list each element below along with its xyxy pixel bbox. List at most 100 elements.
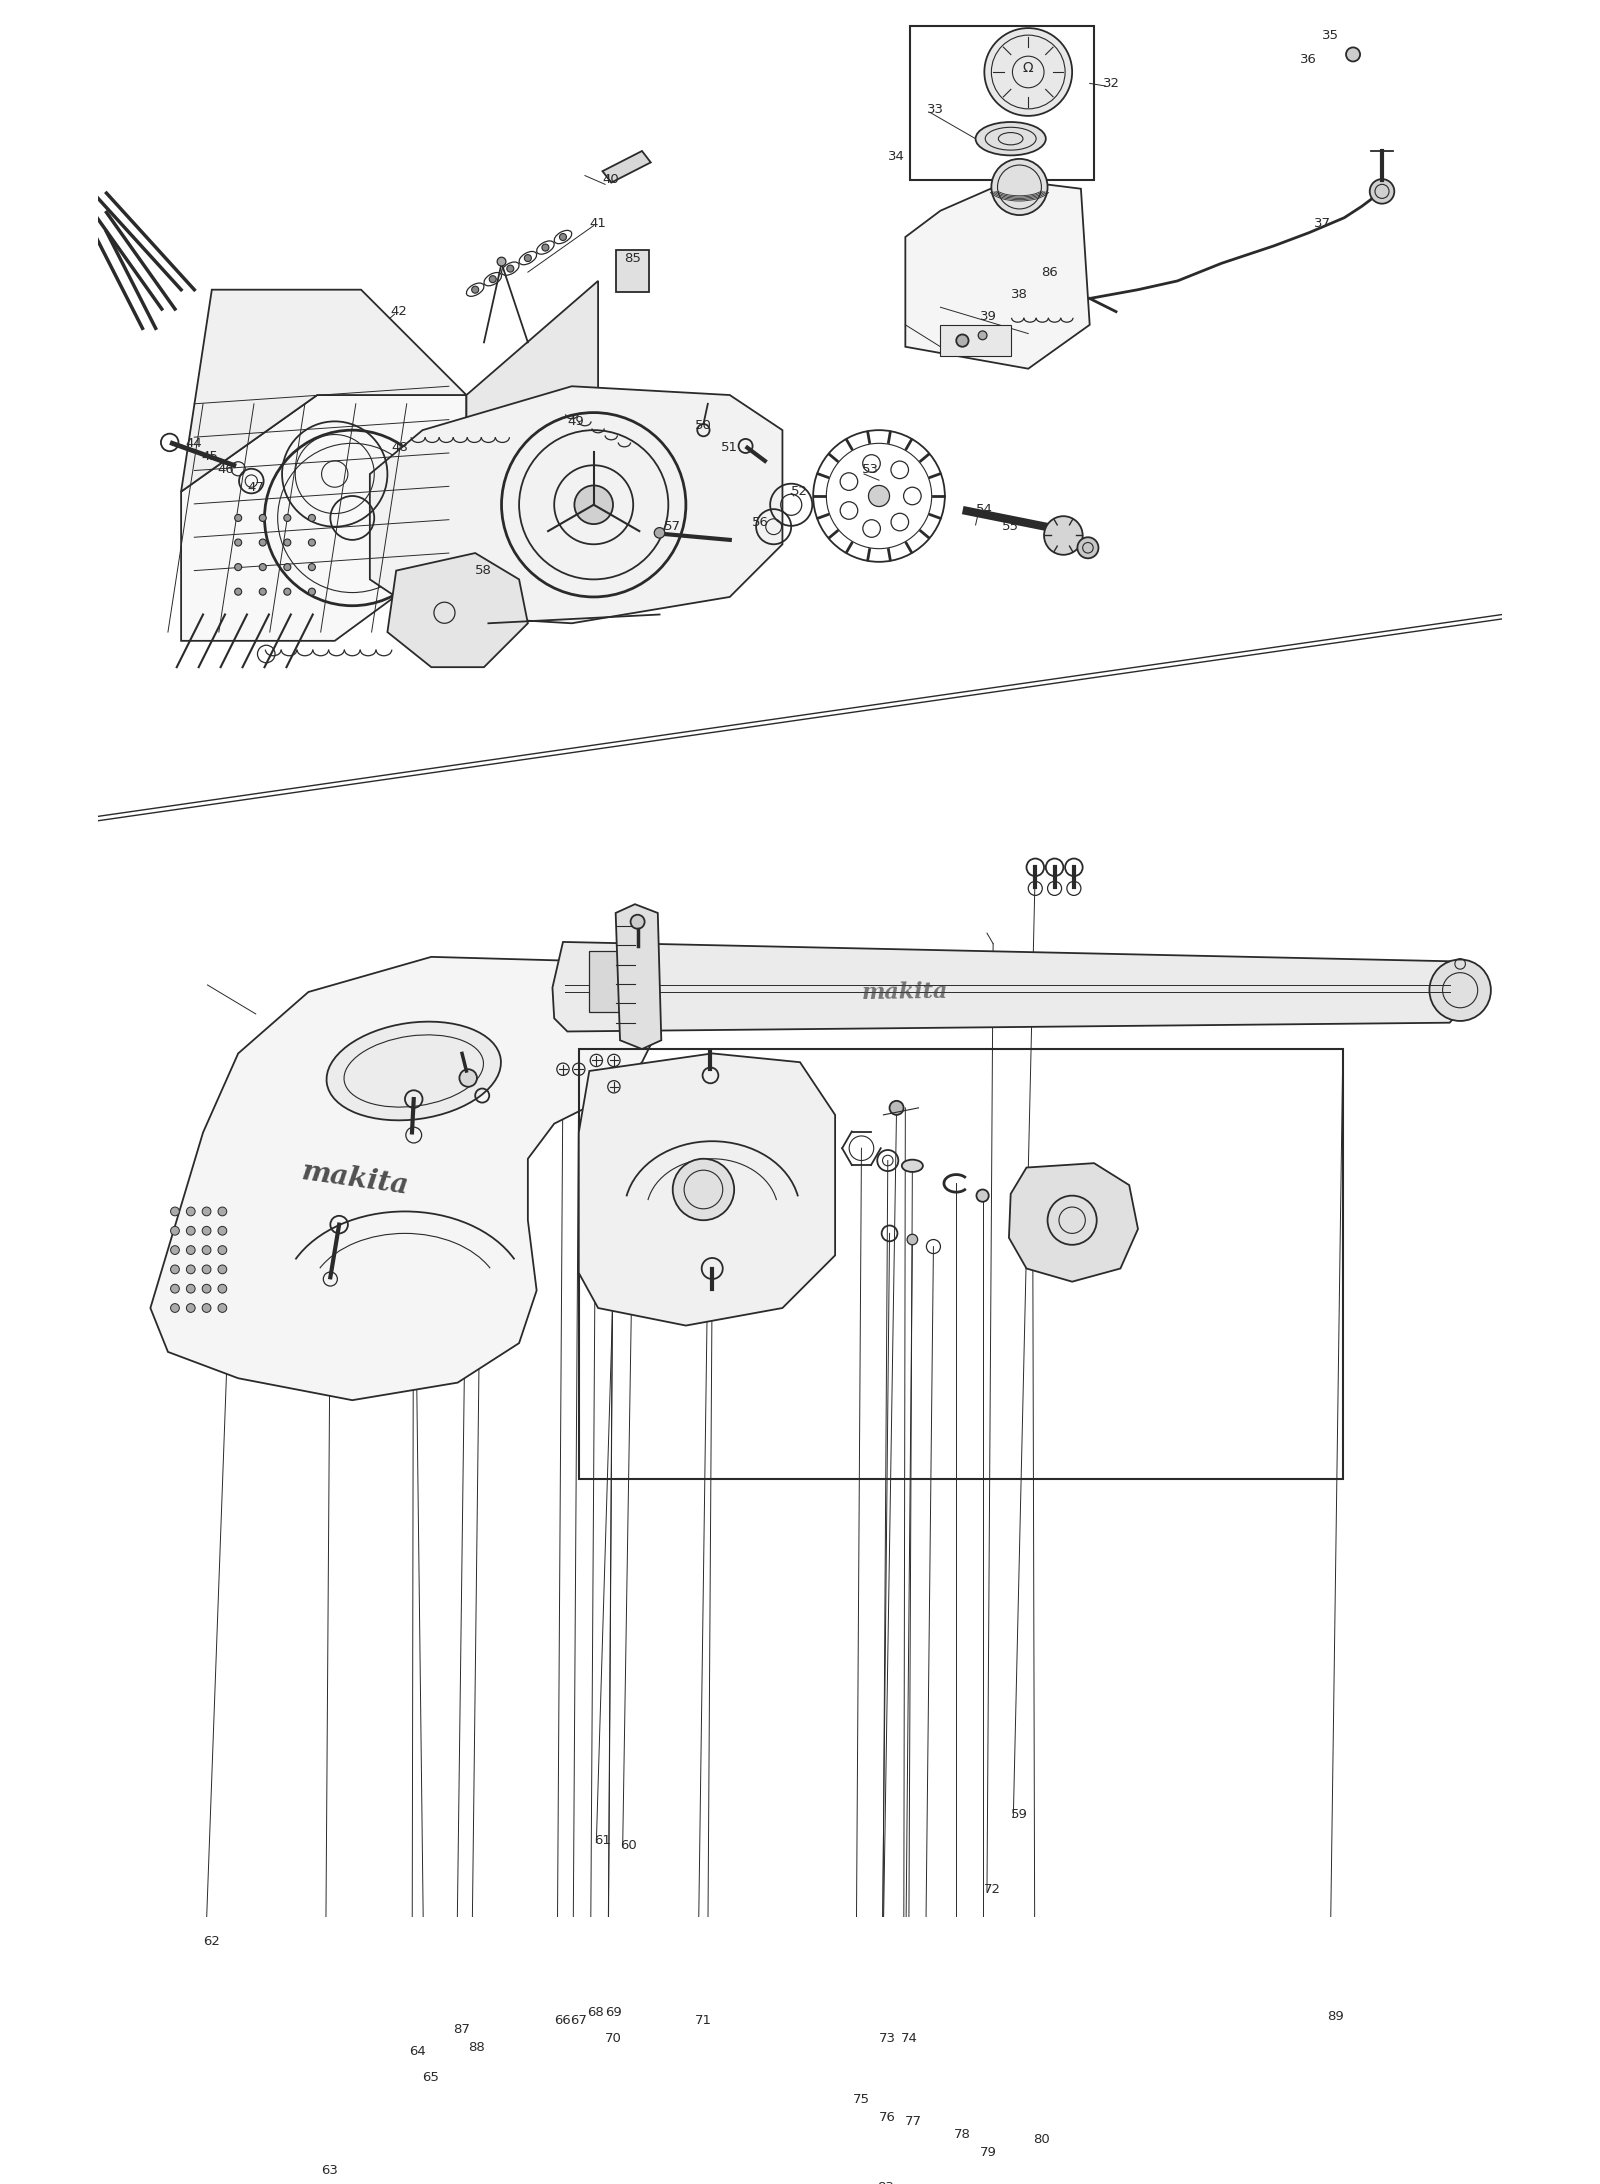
- Text: 50: 50: [694, 419, 712, 432]
- Text: 53: 53: [861, 463, 878, 476]
- Circle shape: [309, 515, 315, 522]
- Text: 58: 58: [475, 563, 493, 577]
- Text: 77: 77: [906, 2116, 922, 2127]
- Text: 80: 80: [1032, 2134, 1050, 2147]
- Polygon shape: [387, 553, 528, 666]
- Circle shape: [984, 28, 1072, 116]
- Circle shape: [869, 485, 890, 507]
- Polygon shape: [181, 395, 467, 640]
- Polygon shape: [467, 282, 598, 544]
- Circle shape: [186, 1245, 195, 1254]
- Text: 59: 59: [1011, 1808, 1027, 1821]
- Text: 60: 60: [621, 1839, 637, 1852]
- Text: 67: 67: [570, 2014, 587, 2027]
- Circle shape: [218, 1265, 227, 1273]
- Circle shape: [202, 1245, 211, 1254]
- Circle shape: [630, 915, 645, 928]
- Circle shape: [574, 485, 613, 524]
- Text: 66: 66: [554, 2014, 571, 2027]
- Text: 61: 61: [594, 1835, 611, 1848]
- Text: 62: 62: [203, 1935, 219, 1948]
- Circle shape: [171, 1304, 179, 1313]
- Polygon shape: [603, 151, 651, 183]
- Polygon shape: [579, 1053, 835, 1326]
- Text: 76: 76: [878, 2112, 896, 2123]
- Bar: [589, 950, 634, 1011]
- Circle shape: [171, 1245, 179, 1254]
- Text: 75: 75: [853, 2092, 870, 2105]
- Text: 72: 72: [984, 1883, 1002, 1896]
- Circle shape: [542, 245, 549, 251]
- Text: 32: 32: [1102, 76, 1120, 90]
- Text: 36: 36: [1301, 52, 1317, 66]
- Circle shape: [283, 539, 291, 546]
- Circle shape: [186, 1265, 195, 1273]
- Polygon shape: [906, 179, 1090, 369]
- Ellipse shape: [326, 1022, 501, 1120]
- Polygon shape: [181, 290, 467, 491]
- Circle shape: [235, 515, 242, 522]
- Circle shape: [1045, 515, 1083, 555]
- Circle shape: [472, 286, 478, 293]
- Circle shape: [218, 1284, 227, 1293]
- Text: Ω: Ω: [1022, 61, 1034, 76]
- Circle shape: [218, 1227, 227, 1236]
- Circle shape: [992, 159, 1048, 214]
- Text: 78: 78: [954, 2129, 971, 2143]
- Circle shape: [978, 332, 987, 341]
- Circle shape: [560, 234, 566, 240]
- Circle shape: [957, 334, 968, 347]
- Text: 46: 46: [218, 463, 234, 476]
- Text: 47: 47: [246, 480, 264, 494]
- Circle shape: [1429, 959, 1491, 1020]
- Polygon shape: [616, 904, 661, 1048]
- Text: 38: 38: [1011, 288, 1027, 301]
- Text: 34: 34: [888, 151, 904, 164]
- Circle shape: [259, 515, 266, 522]
- Circle shape: [202, 1304, 211, 1313]
- Text: 40: 40: [603, 173, 619, 186]
- Bar: [910, 26, 1094, 179]
- Text: 37: 37: [1314, 218, 1331, 229]
- Circle shape: [507, 264, 514, 273]
- Circle shape: [186, 1208, 195, 1216]
- Text: 33: 33: [928, 103, 944, 116]
- Text: 88: 88: [469, 2040, 485, 2053]
- Text: 87: 87: [453, 2022, 470, 2035]
- Circle shape: [186, 1227, 195, 1236]
- Polygon shape: [552, 941, 1466, 1031]
- Circle shape: [490, 275, 496, 282]
- Text: 86: 86: [1042, 266, 1058, 280]
- Text: 54: 54: [976, 502, 992, 515]
- Circle shape: [259, 539, 266, 546]
- Circle shape: [283, 563, 291, 570]
- Circle shape: [309, 539, 315, 546]
- Polygon shape: [370, 387, 782, 622]
- Text: makita: makita: [861, 981, 949, 1005]
- Text: 42: 42: [390, 306, 406, 319]
- Text: 45: 45: [202, 450, 218, 463]
- Text: 64: 64: [410, 2044, 426, 2057]
- Text: 85: 85: [624, 253, 642, 266]
- Circle shape: [1077, 537, 1099, 559]
- Circle shape: [525, 256, 531, 262]
- Text: 83: 83: [877, 2182, 894, 2184]
- Circle shape: [171, 1284, 179, 1293]
- Text: 39: 39: [979, 310, 997, 323]
- Polygon shape: [150, 957, 659, 1400]
- Circle shape: [672, 1160, 734, 1221]
- Circle shape: [235, 587, 242, 596]
- Circle shape: [218, 1245, 227, 1254]
- Text: 79: 79: [979, 2147, 997, 2160]
- Ellipse shape: [902, 1160, 923, 1173]
- Text: 74: 74: [901, 2031, 918, 2044]
- Circle shape: [202, 1265, 211, 1273]
- Circle shape: [202, 1227, 211, 1236]
- Text: 35: 35: [1322, 28, 1339, 41]
- Circle shape: [283, 515, 291, 522]
- Ellipse shape: [976, 122, 1046, 155]
- Circle shape: [171, 1227, 179, 1236]
- Bar: [941, 325, 1011, 356]
- Circle shape: [259, 587, 266, 596]
- Text: 69: 69: [605, 2005, 622, 2018]
